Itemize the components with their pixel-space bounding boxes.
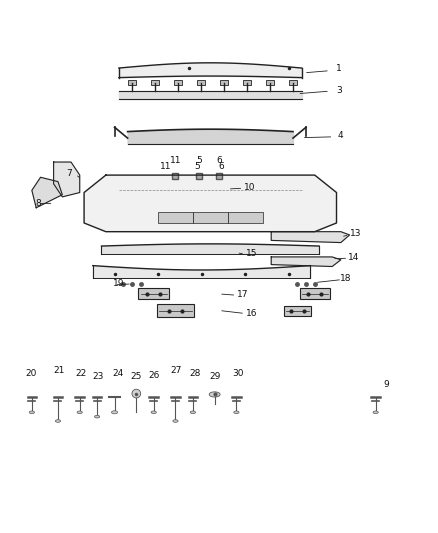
Bar — [284, 306, 311, 316]
Text: 7: 7 — [66, 169, 72, 179]
Bar — [265, 80, 274, 85]
Ellipse shape — [373, 411, 378, 414]
Bar — [127, 80, 136, 85]
Polygon shape — [53, 162, 80, 197]
Circle shape — [132, 389, 141, 398]
Polygon shape — [32, 177, 62, 208]
Text: 25: 25 — [131, 372, 142, 381]
Ellipse shape — [190, 411, 195, 414]
Text: 9: 9 — [384, 381, 389, 390]
Ellipse shape — [95, 415, 100, 418]
Text: 19: 19 — [113, 279, 125, 288]
Text: 27: 27 — [171, 366, 182, 375]
Text: 13: 13 — [350, 229, 362, 238]
Ellipse shape — [55, 419, 60, 422]
Text: 11: 11 — [170, 156, 181, 165]
Bar — [157, 304, 194, 318]
Bar — [138, 288, 169, 300]
Ellipse shape — [29, 411, 35, 414]
Text: 20: 20 — [25, 369, 37, 378]
Text: 17: 17 — [237, 290, 249, 300]
Ellipse shape — [209, 392, 220, 397]
Text: 26: 26 — [148, 371, 159, 380]
Bar — [300, 288, 330, 300]
Bar — [173, 80, 182, 85]
Bar — [158, 212, 193, 223]
Bar — [151, 80, 159, 85]
Bar — [228, 212, 262, 223]
Text: 5: 5 — [194, 162, 200, 171]
Text: 14: 14 — [348, 253, 360, 262]
Text: 24: 24 — [113, 369, 124, 378]
Text: 30: 30 — [232, 369, 244, 378]
Text: 15: 15 — [246, 249, 258, 258]
Text: 22: 22 — [75, 369, 86, 378]
Ellipse shape — [77, 411, 82, 414]
Bar — [197, 80, 205, 85]
Polygon shape — [271, 257, 341, 266]
Polygon shape — [84, 175, 336, 232]
Ellipse shape — [151, 411, 156, 414]
Text: 1: 1 — [336, 64, 342, 73]
Ellipse shape — [234, 411, 239, 414]
Text: 5: 5 — [197, 156, 202, 165]
Ellipse shape — [173, 419, 178, 422]
Bar — [289, 80, 297, 85]
Text: 6: 6 — [218, 162, 224, 171]
Ellipse shape — [112, 411, 117, 414]
Text: 23: 23 — [92, 372, 104, 381]
Text: 18: 18 — [339, 274, 351, 283]
Text: 10: 10 — [244, 183, 255, 192]
Text: 28: 28 — [189, 369, 201, 378]
Text: 29: 29 — [210, 372, 221, 381]
Text: 11: 11 — [160, 162, 172, 171]
Text: 6: 6 — [216, 156, 222, 165]
Text: 3: 3 — [336, 86, 342, 95]
Text: 8: 8 — [35, 199, 41, 208]
Text: 16: 16 — [246, 309, 258, 318]
Bar — [219, 80, 228, 85]
Text: 4: 4 — [338, 132, 344, 140]
Text: 21: 21 — [53, 366, 65, 375]
Bar — [243, 80, 251, 85]
Polygon shape — [271, 232, 350, 243]
Bar — [193, 212, 228, 223]
